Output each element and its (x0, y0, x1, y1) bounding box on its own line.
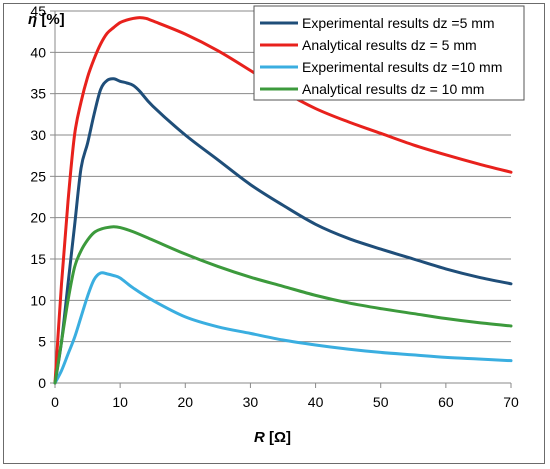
y-tick-label: 40 (30, 44, 46, 60)
data-series (53, 16, 513, 385)
x-axis-label: R [Ω] (254, 429, 291, 446)
tick-labels: 0 5 10 15 20 25 30 35 40 45 0 10 20 30 40 50 60 70 (30, 3, 519, 410)
x-tick-label: 40 (308, 394, 324, 410)
series-line-ana-10 (53, 225, 513, 385)
x-tick-label: 50 (373, 394, 389, 410)
legend-box (253, 5, 525, 101)
y-tick-label: 30 (30, 127, 46, 143)
y-axis-label: η [%] (28, 11, 65, 28)
x-axis-symbol: R (254, 429, 265, 446)
y-tick-label: 0 (38, 375, 46, 391)
x-tick-label: 60 (438, 394, 454, 410)
series-line-exp-10 (53, 271, 513, 385)
y-tick-label: 10 (30, 292, 46, 308)
legend: Experimental results dz =5 mm Analytical… (253, 5, 525, 101)
axes (50, 10, 512, 388)
y-axis-unit: [%] (37, 11, 65, 28)
y-tick-label: 5 (38, 334, 46, 350)
x-tick-label: 20 (177, 394, 193, 410)
y-tick-label: 20 (30, 210, 46, 226)
x-tick-label: 10 (112, 394, 128, 410)
x-tick-label: 30 (243, 394, 259, 410)
legend-entry-exp-5: Experimental results dz =5 mm (302, 15, 495, 31)
x-axis-unit: [Ω] (265, 429, 291, 446)
y-tick-label: 45 (30, 3, 46, 19)
y-tick-label: 35 (30, 86, 46, 102)
y-axis-symbol: η (28, 11, 37, 28)
y-tick-label: 15 (30, 251, 46, 267)
legend-entry-exp-10: Experimental results dz =10 mm (302, 59, 502, 75)
legend-entry-ana-5: Analytical results dz = 5 mm (302, 37, 477, 53)
y-tick-label: 25 (30, 168, 46, 184)
legend-entry-ana-10: Analytical results dz = 10 mm (302, 81, 484, 97)
series-line-ana-5 (53, 16, 513, 385)
x-tick-label: 70 (503, 394, 519, 410)
series-line-exp-5 (53, 77, 513, 385)
x-tick-label: 0 (51, 394, 59, 410)
